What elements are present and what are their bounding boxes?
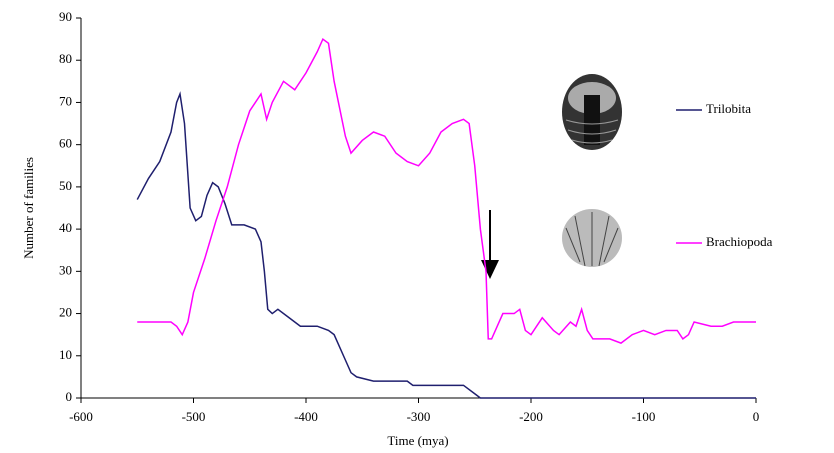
x-tick-label: -100 xyxy=(632,409,656,424)
x-tick-label: -300 xyxy=(407,409,431,424)
brachiopod-image xyxy=(562,209,622,267)
x-tick-label: 0 xyxy=(753,409,760,424)
legend-label: Trilobita xyxy=(706,101,751,116)
y-tick-label: 20 xyxy=(59,305,72,320)
y-tick-label: 10 xyxy=(59,347,72,362)
x-tick-label: -600 xyxy=(69,409,93,424)
y-tick-label: 30 xyxy=(59,262,72,277)
y-tick-label: 80 xyxy=(59,51,72,66)
series-line xyxy=(137,37,756,344)
y-axis-label: Number of families xyxy=(21,157,36,259)
legend-label: Brachiopoda xyxy=(706,234,773,249)
y-tick-label: 40 xyxy=(59,220,72,235)
x-tick-label: -200 xyxy=(519,409,543,424)
y-tick-label: 90 xyxy=(59,9,72,24)
y-tick-label: 0 xyxy=(66,389,73,404)
y-tick-label: 50 xyxy=(59,178,72,193)
x-tick-label: -500 xyxy=(182,409,206,424)
arrow xyxy=(481,210,499,279)
x-tick-label: -400 xyxy=(294,409,318,424)
series-line xyxy=(136,91,756,399)
y-tick-label: 60 xyxy=(59,136,72,151)
x-axis-label: Time (mya) xyxy=(387,433,448,448)
y-tick-label: 70 xyxy=(59,93,72,108)
trilobite-image xyxy=(562,74,622,150)
